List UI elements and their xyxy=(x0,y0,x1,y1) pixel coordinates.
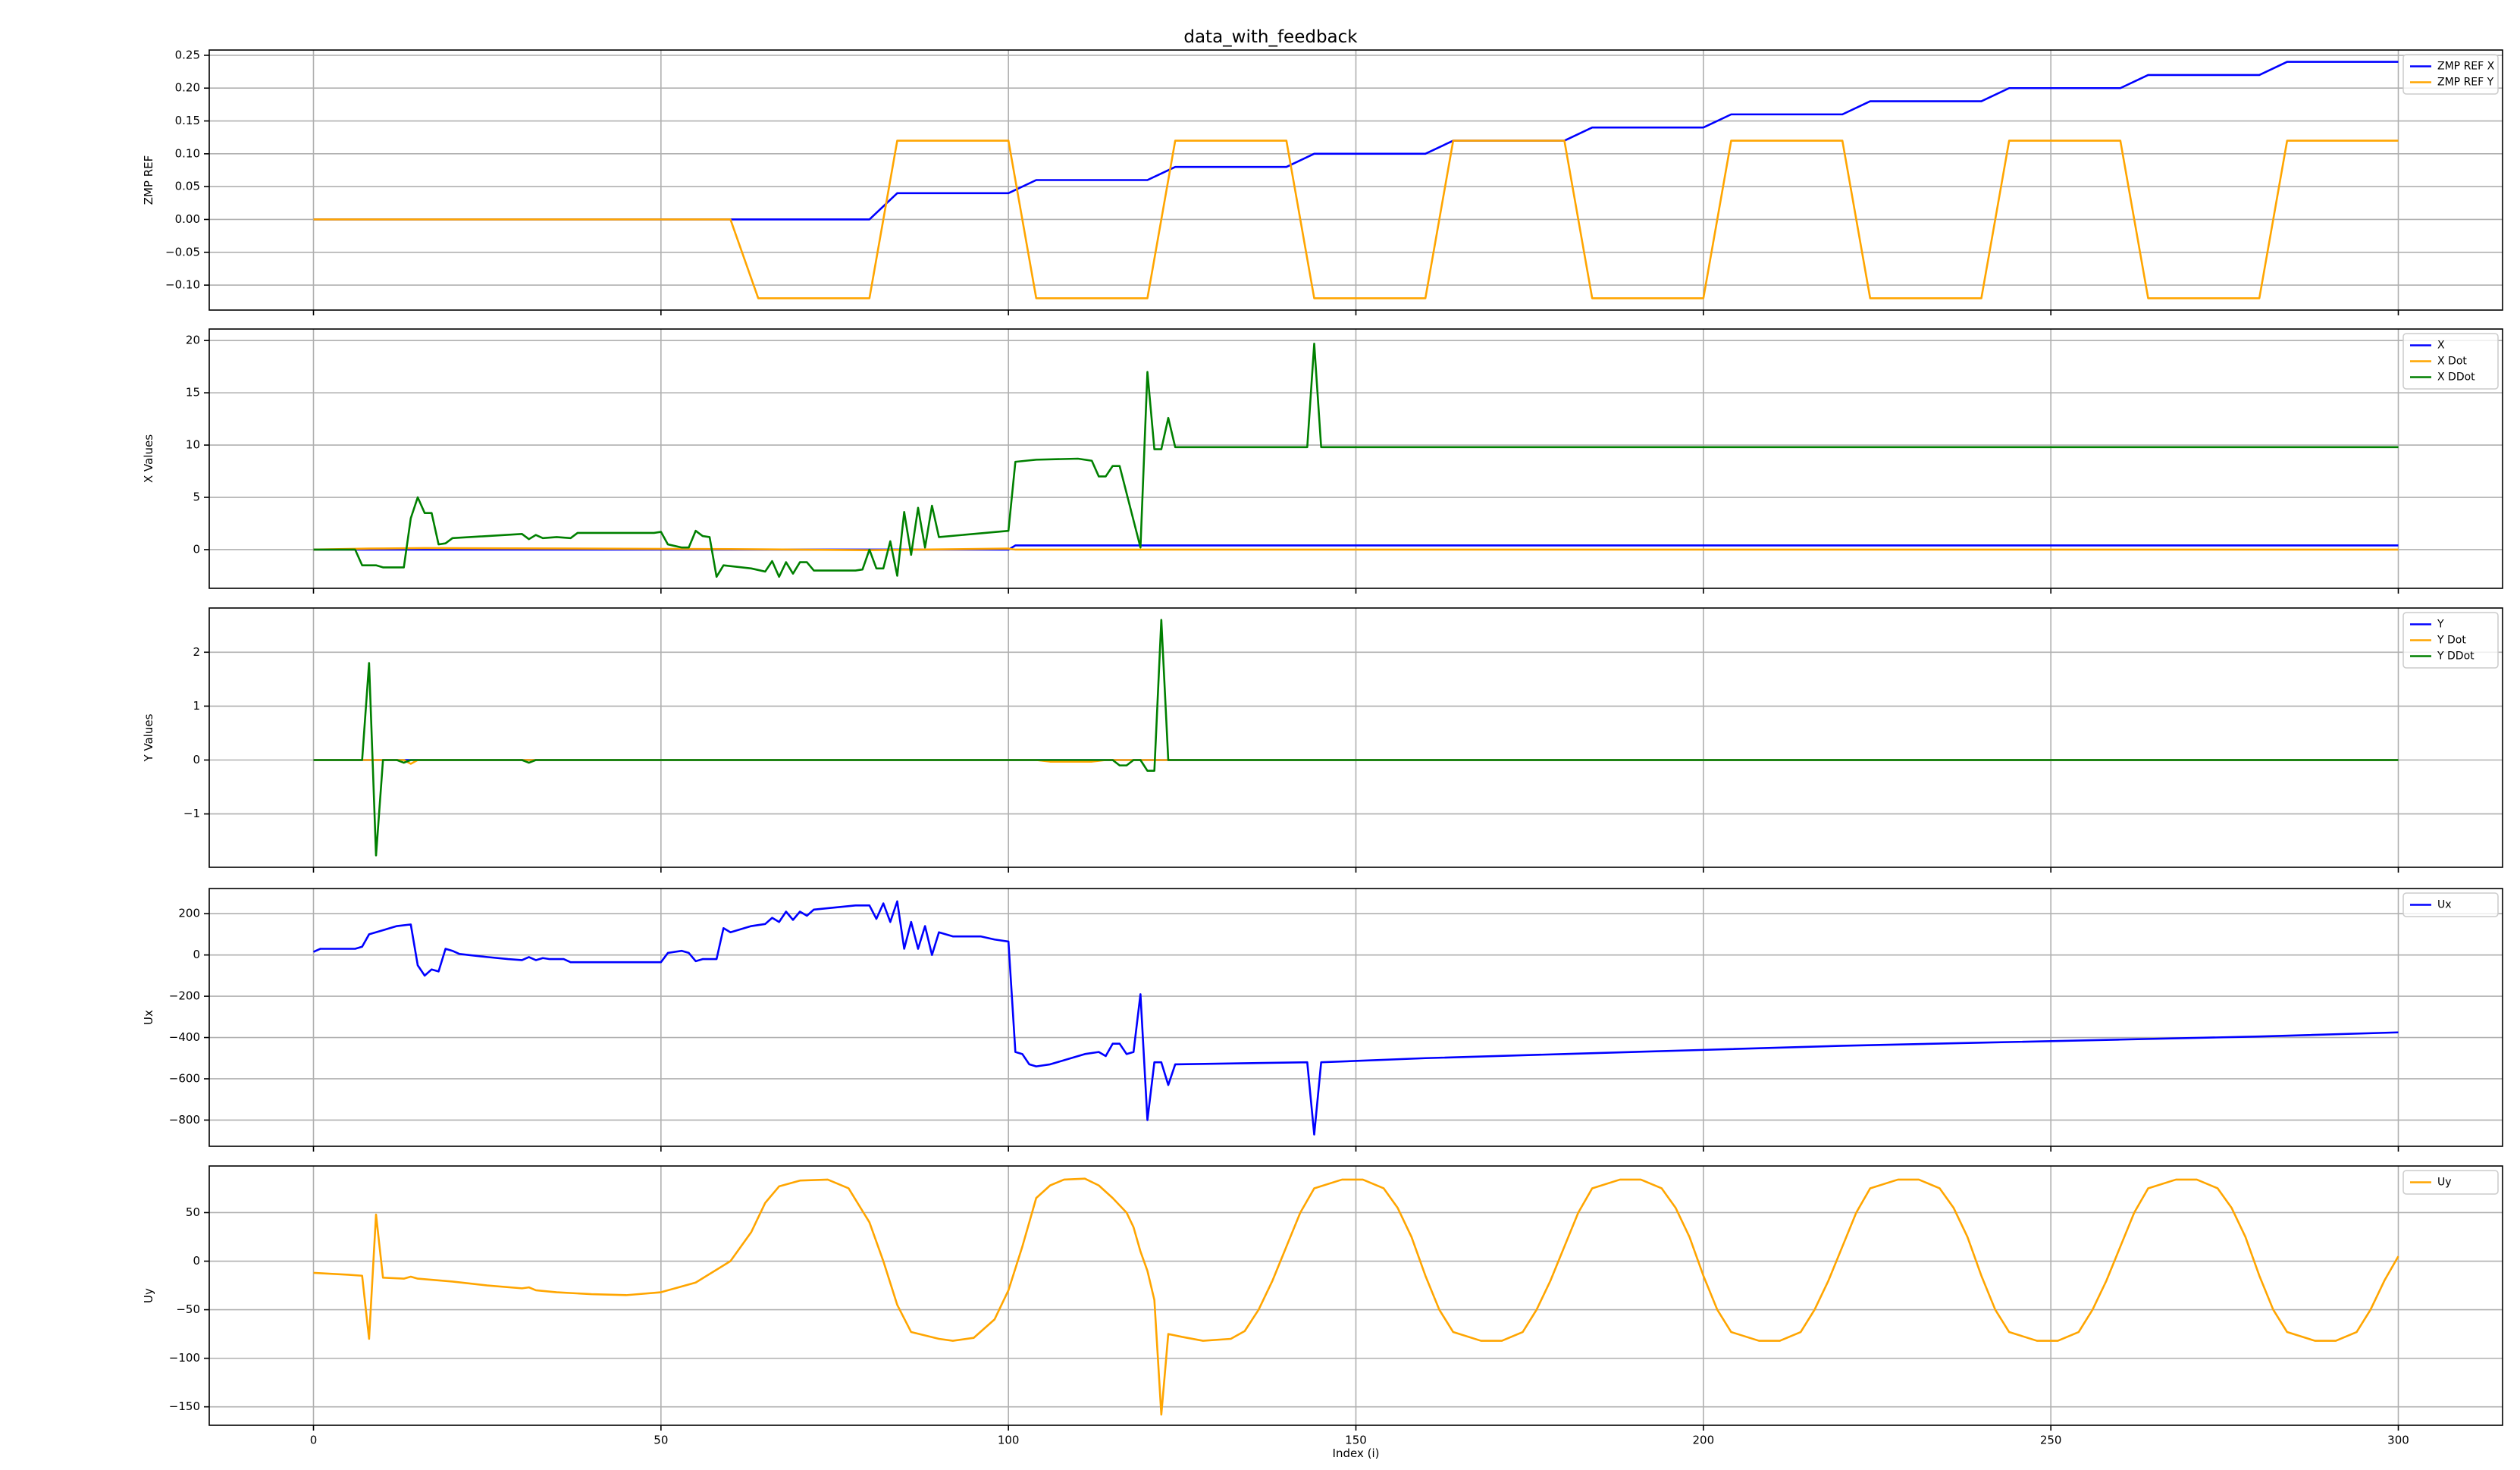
y-axis-label: Uy xyxy=(142,1288,155,1303)
y-tick-label: 15 xyxy=(186,386,200,400)
legend-box xyxy=(2402,54,2499,95)
y-tick-label: −0.10 xyxy=(165,278,200,292)
axes-frame xyxy=(208,607,2503,868)
y-tick-label: 0.25 xyxy=(175,48,200,61)
series-line xyxy=(313,619,2399,857)
y-tick-label: −150 xyxy=(169,1399,200,1413)
y-axis-label: ZMP REF xyxy=(142,155,155,205)
axes-frame xyxy=(208,328,2503,589)
y-tick-label: 0.20 xyxy=(175,81,200,95)
legend-box xyxy=(2402,612,2499,669)
subplot: −1 0 1 2 Y Values Y Y Dot Y DDot xyxy=(142,607,2503,873)
y-tick-label: 2 xyxy=(193,645,200,659)
legend-label: Uy xyxy=(2437,1177,2452,1189)
y-tick-label: 0.15 xyxy=(175,114,200,127)
x-tick-label: 100 xyxy=(998,1434,1020,1447)
y-tick-label: 0 xyxy=(193,753,200,766)
y-tick-label: −100 xyxy=(169,1351,200,1365)
y-tick-label: 0 xyxy=(193,1254,200,1268)
legend: Y Y Dot Y DDot xyxy=(2402,612,2499,669)
legend-box xyxy=(2402,333,2499,390)
legend-label: X xyxy=(2437,340,2445,352)
figure-title: data_with_feedback xyxy=(1183,27,1358,47)
y-axis-label: X Values xyxy=(142,434,155,483)
legend-label: ZMP REF X xyxy=(2437,61,2495,73)
y-tick-label: −200 xyxy=(169,989,200,1003)
subplot: 0 5 10 15 20 X Values X X Dot X DDot xyxy=(142,328,2503,594)
y-tick-label: 5 xyxy=(193,491,200,504)
legend-label: X Dot xyxy=(2437,356,2467,368)
series-line xyxy=(312,900,2399,1136)
legend-label: ZMP REF Y xyxy=(2437,77,2494,89)
y-tick-label: 0 xyxy=(193,948,200,961)
axes-frame xyxy=(208,888,2503,1147)
legend-label: Y Dot xyxy=(2437,635,2466,647)
series-line xyxy=(313,547,2399,551)
legend-label: Y xyxy=(2437,619,2444,631)
subplot: −0.10 −0.05 0.00 0.05 0.10 0.15 0.20 0.25 ZMP RE… xyxy=(142,48,2503,315)
subplot: −800 −600 −400 −200 0 200 Ux Ux xyxy=(142,888,2503,1152)
y-tick-label: −1 xyxy=(183,807,200,820)
y-tick-label: 10 xyxy=(186,438,200,452)
y-tick-label: 0.05 xyxy=(175,180,200,193)
legend: ZMP REF X ZMP REF Y xyxy=(2402,54,2499,95)
y-tick-label: −600 xyxy=(169,1071,200,1085)
legend-label: Y DDot xyxy=(2437,650,2475,663)
y-tick-label: 1 xyxy=(193,699,200,713)
x-tick-label: 50 xyxy=(654,1434,668,1447)
axes-frame xyxy=(208,49,2503,311)
legend: Ux xyxy=(2402,892,2499,917)
legend-box xyxy=(2402,892,2499,917)
y-tick-label: −0.05 xyxy=(165,245,200,259)
y-tick-label: 50 xyxy=(186,1205,200,1219)
x-tick-label: 300 xyxy=(2387,1434,2409,1447)
x-tick-label: 200 xyxy=(1693,1434,1715,1447)
legend: Uy xyxy=(2402,1170,2499,1195)
series-line xyxy=(313,1177,2399,1416)
series-line xyxy=(313,139,2399,299)
y-tick-label: 0 xyxy=(193,542,200,556)
legend-box xyxy=(2402,1170,2499,1195)
y-tick-label: −400 xyxy=(169,1030,200,1044)
legend: X X Dot X DDot xyxy=(2402,333,2499,390)
y-tick-label: −800 xyxy=(169,1113,200,1127)
series-line xyxy=(313,343,2399,578)
series-line xyxy=(313,61,2399,221)
legend-label: Ux xyxy=(2437,899,2452,911)
legend-label: X DDot xyxy=(2437,371,2475,384)
y-tick-label: 0.10 xyxy=(175,146,200,160)
x-tick-label: 250 xyxy=(2040,1434,2062,1447)
y-axis-label: Y Values xyxy=(142,713,155,762)
x-tick-label: 0 xyxy=(310,1434,318,1447)
x-tick-label: 150 xyxy=(1345,1434,1367,1447)
y-tick-label: −50 xyxy=(176,1302,200,1316)
y-tick-label: 200 xyxy=(178,907,200,920)
x-axis-label: Index (i) xyxy=(1333,1446,1380,1460)
y-axis-label: Ux xyxy=(142,1010,155,1025)
y-tick-label: 20 xyxy=(186,334,200,347)
axes-frame xyxy=(208,1165,2503,1426)
subplot: 0 50 100 150 200 250 300 −150 −100 −50 0 50 Uy Index … xyxy=(142,1165,2503,1460)
y-tick-label: 0.00 xyxy=(175,212,200,226)
